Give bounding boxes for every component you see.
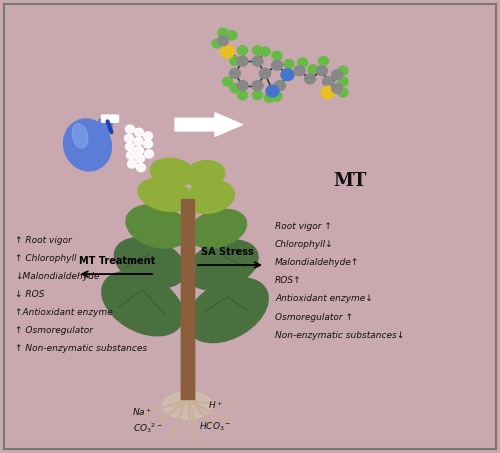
Circle shape xyxy=(230,68,240,78)
Circle shape xyxy=(126,143,134,151)
Text: Malondialdehyde↑: Malondialdehyde↑ xyxy=(275,258,359,267)
Text: MT Treatment: MT Treatment xyxy=(80,256,156,266)
FancyBboxPatch shape xyxy=(99,119,112,132)
Circle shape xyxy=(220,45,234,58)
Circle shape xyxy=(281,69,294,81)
Circle shape xyxy=(332,70,342,80)
Circle shape xyxy=(218,28,228,37)
Text: HCO$_3$$^-$: HCO$_3$$^-$ xyxy=(199,420,231,433)
Circle shape xyxy=(230,57,240,66)
Ellipse shape xyxy=(188,209,246,248)
Circle shape xyxy=(274,81,285,91)
Text: ↑Antioxidant enzyme: ↑Antioxidant enzyme xyxy=(15,308,113,317)
Circle shape xyxy=(322,77,334,87)
Text: ↑ Osmoregulator: ↑ Osmoregulator xyxy=(15,326,93,335)
Circle shape xyxy=(237,56,248,66)
Circle shape xyxy=(144,140,152,148)
Circle shape xyxy=(252,81,263,91)
Circle shape xyxy=(222,77,232,86)
Circle shape xyxy=(218,36,228,46)
Circle shape xyxy=(321,86,335,99)
Circle shape xyxy=(338,66,348,75)
Text: CO$_3$$^{2-}$: CO$_3$$^{2-}$ xyxy=(132,421,162,435)
Circle shape xyxy=(260,47,270,56)
Ellipse shape xyxy=(102,271,183,336)
Circle shape xyxy=(316,66,328,76)
Circle shape xyxy=(272,51,282,60)
Text: Chlorophyll↓: Chlorophyll↓ xyxy=(275,240,334,249)
Circle shape xyxy=(332,83,342,93)
Text: Non-enzymatic substances↓: Non-enzymatic substances↓ xyxy=(275,331,404,340)
Text: ↓Malondialdehyde: ↓Malondialdehyde xyxy=(15,272,100,281)
Circle shape xyxy=(238,46,248,55)
Circle shape xyxy=(304,74,316,84)
Text: ↑ Chlorophyll: ↑ Chlorophyll xyxy=(15,254,76,263)
Circle shape xyxy=(136,154,144,163)
Circle shape xyxy=(126,125,134,133)
Circle shape xyxy=(128,160,136,168)
Ellipse shape xyxy=(64,119,112,171)
Circle shape xyxy=(282,70,293,80)
Text: Antioxidant enzyme↓: Antioxidant enzyme↓ xyxy=(275,294,373,304)
Text: MT: MT xyxy=(334,172,366,190)
Circle shape xyxy=(264,93,274,102)
Circle shape xyxy=(134,146,143,154)
Text: SA Stress: SA Stress xyxy=(201,247,254,257)
Circle shape xyxy=(252,91,262,100)
Text: H$^+$: H$^+$ xyxy=(208,400,222,411)
Ellipse shape xyxy=(186,181,234,213)
Text: Osmoregulator ↑: Osmoregulator ↑ xyxy=(275,313,353,322)
Text: ↑ Non-enzymatic substances: ↑ Non-enzymatic substances xyxy=(15,344,147,353)
Text: Na$^+$: Na$^+$ xyxy=(132,406,152,418)
Circle shape xyxy=(134,128,143,136)
Text: Root vigor ↑: Root vigor ↑ xyxy=(275,222,332,231)
Circle shape xyxy=(230,84,240,93)
Circle shape xyxy=(260,68,270,78)
Ellipse shape xyxy=(187,240,258,290)
Ellipse shape xyxy=(114,238,186,288)
Circle shape xyxy=(227,31,237,40)
Circle shape xyxy=(284,59,294,68)
Circle shape xyxy=(126,151,136,159)
Circle shape xyxy=(212,39,222,48)
Ellipse shape xyxy=(72,124,88,148)
Circle shape xyxy=(252,46,262,55)
Circle shape xyxy=(318,57,328,66)
Circle shape xyxy=(144,132,152,140)
Circle shape xyxy=(260,68,270,78)
FancyBboxPatch shape xyxy=(102,115,118,122)
Circle shape xyxy=(308,65,318,74)
Circle shape xyxy=(272,92,282,101)
Circle shape xyxy=(124,134,134,142)
Circle shape xyxy=(294,66,305,76)
Circle shape xyxy=(136,164,145,172)
Circle shape xyxy=(272,60,282,70)
Ellipse shape xyxy=(126,205,189,248)
Circle shape xyxy=(298,58,308,67)
Circle shape xyxy=(134,137,143,145)
Circle shape xyxy=(237,81,248,91)
Text: ↑ Root vigor: ↑ Root vigor xyxy=(15,236,72,245)
Circle shape xyxy=(338,77,348,86)
Ellipse shape xyxy=(162,392,212,419)
Circle shape xyxy=(266,85,279,97)
Circle shape xyxy=(338,88,348,97)
Ellipse shape xyxy=(150,158,195,186)
Ellipse shape xyxy=(138,178,192,212)
Ellipse shape xyxy=(185,161,225,188)
Text: ROS↑: ROS↑ xyxy=(275,276,301,285)
Circle shape xyxy=(144,150,154,158)
Text: ↓ ROS: ↓ ROS xyxy=(15,290,44,299)
FancyArrow shape xyxy=(175,113,242,136)
Ellipse shape xyxy=(187,278,268,342)
Circle shape xyxy=(238,91,248,100)
Circle shape xyxy=(252,56,263,66)
